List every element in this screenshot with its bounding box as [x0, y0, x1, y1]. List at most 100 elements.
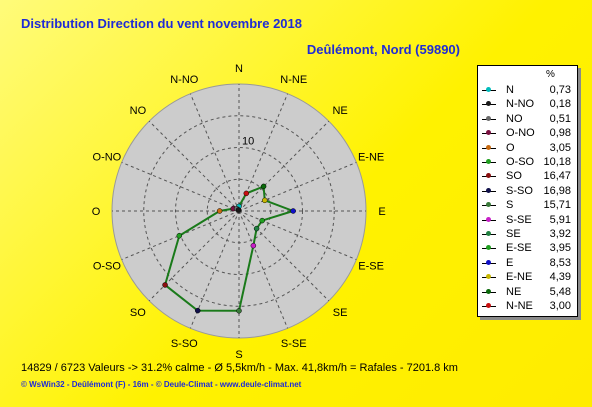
data-point-so — [162, 282, 168, 288]
legend-row-e-se: E-SE 3,95 — [480, 242, 575, 256]
legend-label: N-NE — [506, 300, 533, 312]
legend-value: 0,51 — [549, 112, 571, 125]
legend-label: S — [506, 199, 514, 212]
legend-row-o-so: O-SO 10,18 — [480, 156, 575, 170]
legend-row-s-so: S-SO 16,98 — [480, 185, 575, 199]
legend-marker — [486, 87, 491, 92]
legend-value: 4,39 — [549, 271, 571, 284]
legend-value: 15,71 — [543, 199, 571, 212]
legend-label: NE — [506, 285, 522, 298]
legend-value: 3,05 — [549, 141, 571, 154]
legend-label: N-NO — [506, 98, 535, 111]
legend-row-e: E 8,53 — [480, 257, 575, 271]
data-point-e-ne — [262, 197, 268, 204]
legend-row-no: NO 0,51 — [480, 113, 575, 127]
legend-marker — [486, 274, 491, 280]
legend-value: 5,48 — [549, 285, 571, 298]
legend-label: SE — [506, 228, 521, 240]
direction-label-o-so: O-SO — [93, 261, 122, 273]
legend-marker — [486, 144, 491, 150]
legend-row-e-ne: E-NE 4,39 — [480, 271, 575, 285]
data-point-ne — [260, 183, 267, 190]
legend-label: E — [506, 256, 514, 269]
direction-label-n-no: N-NO — [170, 74, 199, 86]
legend-value: 5,91 — [549, 213, 571, 226]
legend-label: S-SE — [506, 213, 532, 226]
direction-label-s-so: S-SO — [171, 338, 198, 350]
legend-label: E-SE — [506, 242, 532, 255]
legend-marker — [486, 130, 491, 136]
direction-label-no: NO — [130, 105, 147, 117]
legend-marker — [486, 202, 491, 208]
legend-value: 8,53 — [549, 256, 571, 269]
legend-row-s: S 15,71 — [480, 199, 575, 213]
legend-row-so: SO 16,47 — [480, 170, 575, 184]
direction-label-s-se: S-SE — [281, 338, 307, 350]
direction-label-n: N — [235, 63, 243, 75]
radial-tick-label: 10 — [242, 136, 254, 148]
legend-value: 3,95 — [549, 242, 571, 255]
legend-marker — [486, 216, 491, 222]
legend-label: N — [506, 84, 514, 96]
legend-marker — [486, 303, 491, 308]
legend-value: 0,98 — [549, 127, 571, 140]
legend-row-o: O 3,05 — [480, 142, 575, 156]
legend-label: SO — [506, 170, 522, 183]
legend-label: O — [506, 141, 515, 154]
legend-marker — [486, 288, 491, 294]
data-point-se — [253, 225, 260, 232]
data-point-o — [216, 208, 223, 214]
legend-marker — [486, 173, 491, 179]
legend-header: % — [546, 69, 555, 80]
direction-label-so: SO — [130, 307, 146, 319]
legend-marker — [486, 231, 491, 236]
data-point-s — [236, 308, 242, 314]
legend-value: 3,92 — [549, 228, 571, 240]
legend: % N 0,73 N-NO 0,18 NO 0,51 O-NO 0,98 O 3,05 O-SO 10… — [477, 65, 578, 317]
legend-value: 16,47 — [543, 170, 571, 183]
legend-value: 3,00 — [549, 300, 571, 312]
data-point-n-ne — [243, 190, 250, 197]
legend-marker — [486, 187, 491, 193]
footer-stats: 14829 / 6723 Valeurs -> 31.2% calme - Ø … — [21, 362, 458, 374]
legend-row-se: SE 3,92 — [480, 228, 575, 242]
data-point-e-se — [259, 217, 265, 224]
legend-label: NO — [506, 112, 523, 125]
chart-title: Distribution Direction du vent novembre … — [21, 16, 302, 31]
legend-row-n-ne: N-NE 3,00 — [480, 300, 575, 314]
legend-row-n-no: N-NO 0,18 — [480, 98, 575, 112]
legend-row-s-se: S-SE 5,91 — [480, 214, 575, 228]
legend-marker — [486, 115, 491, 121]
direction-label-e: E — [378, 206, 385, 218]
direction-label-ne: NE — [332, 105, 347, 117]
legend-label: E-NE — [506, 271, 533, 284]
direction-label-e-se: E-SE — [358, 261, 384, 273]
legend-row-n: N 0,73 — [480, 84, 575, 98]
legend-marker — [486, 259, 491, 265]
legend-marker — [486, 101, 491, 107]
data-point-s-se — [250, 242, 257, 249]
legend-label: O-NO — [506, 127, 535, 140]
legend-row-o-no: O-NO 0,98 — [480, 127, 575, 141]
legend-row-ne: NE 5,48 — [480, 286, 575, 300]
legend-marker — [486, 159, 491, 164]
data-point-n-no — [235, 207, 242, 213]
grid-circle-3 — [143, 115, 335, 307]
direction-label-o-no: O-NO — [93, 151, 122, 163]
data-point-o-so — [176, 232, 183, 239]
direction-label-se: SE — [333, 307, 348, 319]
data-point-e — [290, 208, 296, 214]
chart-subtitle: Deûlémont, Nord (59890) — [306, 42, 460, 57]
direction-label-e-ne: E-NE — [358, 151, 384, 163]
legend-label: S-SO — [506, 184, 533, 197]
legend-value: 10,18 — [543, 156, 571, 168]
legend-label: O-SO — [506, 156, 535, 168]
direction-label-o: O — [92, 206, 101, 218]
legend-value: 16,98 — [543, 184, 571, 197]
grid-circle-2 — [175, 147, 303, 275]
legend-value: 0,18 — [549, 98, 571, 111]
footer-credits: © WsWin32 - Deûlémont (F) - 16m - © Deul… — [21, 380, 302, 389]
legend-value: 0,73 — [549, 84, 571, 96]
data-point-s-so — [194, 307, 201, 314]
